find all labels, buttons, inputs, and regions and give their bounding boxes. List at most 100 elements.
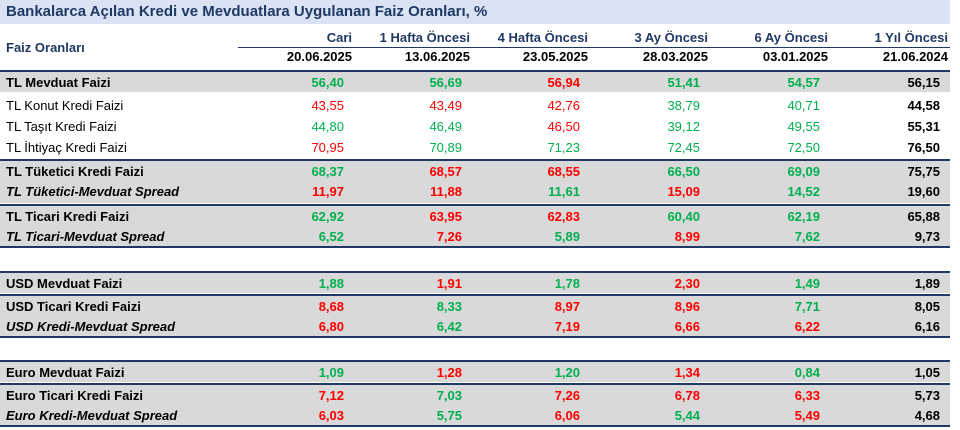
cell-value: 56,94 [547, 75, 580, 90]
cell-value: 51,41 [667, 75, 700, 90]
cell-value: 7,71 [794, 299, 820, 314]
row-label: TL Mevduat Faizi [6, 75, 111, 90]
row-label: USD Ticari Kredi Faizi [6, 299, 141, 314]
cell-value: 7,62 [794, 229, 820, 244]
table-row: TL Mevduat Faizi 56,40 56,69 56,94 51,41 54,5… [0, 70, 950, 92]
col-date-1y: 21.06.2024 [882, 49, 948, 64]
cell-value: 7,19 [554, 319, 580, 334]
cell-value: 8,96 [674, 299, 700, 314]
cell-value: 11,61 [548, 184, 580, 199]
cell-value: 46,50 [547, 119, 580, 134]
row-label: TL Taşıt Kredi Faizi [6, 119, 117, 134]
cell-value: 1,28 [436, 365, 462, 380]
table-row: TL Ticari-Mevduat Spread 6,52 7,26 5,89 8,99… [0, 226, 950, 248]
cell-value: 69,09 [787, 164, 820, 179]
table-row: Euro Kredi-Mevduat Spread 6,03 5,75 6,06 5,4… [0, 405, 950, 427]
cell-value: 7,03 [436, 388, 462, 403]
table-row: TL Taşıt Kredi Faizi 44,80 46,49 46,50 39,12… [0, 116, 950, 138]
cell-value: 55,31 [907, 119, 940, 134]
cell-value: 0,84 [794, 365, 820, 380]
col-date-3m: 28.03.2025 [642, 49, 708, 64]
col-date-4w: 23.05.2025 [522, 49, 588, 64]
row-label: Euro Kredi-Mevduat Spread [6, 408, 178, 423]
cell-value: 15,09 [667, 184, 700, 199]
cell-value: 71,23 [547, 140, 580, 155]
cell-value: 6,78 [674, 388, 700, 403]
row-label: USD Mevduat Faizi [6, 276, 123, 291]
cell-value: 1,05 [914, 365, 940, 380]
table-row: USD Mevduat Faizi 1,88 1,91 1,78 2,30 1,49 1,8… [0, 271, 950, 293]
row-label: TL İhtiyaç Kredi Faizi [6, 140, 127, 155]
row-label: TL Konut Kredi Faizi [6, 98, 124, 113]
cell-value: 46,49 [429, 119, 462, 134]
cell-value: 62,83 [547, 209, 580, 224]
cell-value: 56,15 [907, 75, 940, 90]
cell-value: 5,73 [914, 388, 940, 403]
cell-value: 6,03 [318, 408, 344, 423]
cell-value: 9,73 [914, 229, 940, 244]
cell-value: 54,57 [787, 75, 820, 90]
table-title: Bankalarca Açılan Kredi ve Mevduatlara U… [0, 0, 950, 24]
col-header-1w: 1 Hafta Öncesi [379, 30, 470, 45]
cell-value: 70,95 [311, 140, 344, 155]
cell-value: 8,99 [674, 229, 700, 244]
cell-value: 43,55 [311, 98, 344, 113]
cell-value: 1,34 [674, 365, 700, 380]
row-label: TL Tüketici-Mevduat Spread [6, 184, 180, 199]
cell-value: 6,16 [914, 319, 940, 334]
cell-value: 1,49 [794, 276, 820, 291]
cell-value: 1,91 [436, 276, 462, 291]
cell-value: 1,09 [318, 365, 344, 380]
table-row: TL İhtiyaç Kredi Faizi 70,95 70,89 71,23 72,… [0, 137, 950, 159]
cell-value: 65,88 [907, 209, 940, 224]
cell-value: 76,50 [907, 140, 940, 155]
cell-value: 68,37 [311, 164, 344, 179]
cell-value: 42,76 [547, 98, 580, 113]
cell-value: 6,33 [794, 388, 820, 403]
cell-value: 44,58 [907, 98, 940, 113]
cell-value: 1,88 [318, 276, 344, 291]
table-row: TL Ticari Kredi Faizi 62,92 63,95 62,83 60,4… [0, 204, 950, 226]
cell-value: 62,19 [787, 209, 820, 224]
cell-value: 11,88 [430, 184, 462, 199]
cell-value: 1,20 [554, 365, 580, 380]
cell-value: 60,40 [667, 209, 700, 224]
table-row: TL Konut Kredi Faizi 43,55 43,49 42,76 38,79… [0, 95, 950, 117]
cell-value: 5,89 [554, 229, 580, 244]
cell-value: 49,55 [787, 119, 820, 134]
col-date-6m: 03.01.2025 [762, 49, 828, 64]
cell-value: 11,97 [312, 184, 344, 199]
cell-value: 8,68 [318, 299, 344, 314]
header-label: Faiz Oranları [6, 40, 85, 55]
cell-value: 56,69 [429, 75, 462, 90]
cell-value: 14,52 [787, 184, 820, 199]
cell-value: 44,80 [311, 119, 344, 134]
cell-value: 6,22 [794, 319, 820, 334]
col-date-1w: 13.06.2025 [404, 49, 470, 64]
cell-value: 7,26 [436, 229, 462, 244]
col-header-6m: 6 Ay Öncesi [754, 30, 828, 45]
table-row: USD Kredi-Mevduat Spread 6,80 6,42 7,19 6,66… [0, 316, 950, 338]
cell-value: 8,05 [914, 299, 940, 314]
row-label: USD Kredi-Mevduat Spread [6, 319, 176, 334]
row-label: TL Ticari Kredi Faizi [6, 209, 130, 224]
cell-value: 19,60 [907, 184, 940, 199]
cell-value: 8,33 [436, 299, 462, 314]
cell-value: 6,80 [318, 319, 344, 334]
cell-value: 38,79 [667, 98, 700, 113]
cell-value: 5,44 [674, 408, 700, 423]
cell-value: 6,42 [436, 319, 462, 334]
table-row: USD Ticari Kredi Faizi 8,68 8,33 8,97 8,96 7,… [0, 294, 950, 316]
cell-value: 62,92 [311, 209, 344, 224]
row-label: TL Ticari-Mevduat Spread [6, 229, 165, 244]
cell-value: 6,06 [554, 408, 580, 423]
cell-value: 5,49 [794, 408, 820, 423]
cell-value: 66,50 [667, 164, 700, 179]
cell-value: 63,95 [429, 209, 462, 224]
cell-value: 1,89 [914, 276, 940, 291]
table-row: Euro Ticari Kredi Faizi 7,12 7,03 7,26 6,78 6… [0, 383, 950, 405]
header-divider [238, 47, 950, 48]
cell-value: 43,49 [429, 98, 462, 113]
row-label: TL Tüketici Kredi Faizi [6, 164, 144, 179]
